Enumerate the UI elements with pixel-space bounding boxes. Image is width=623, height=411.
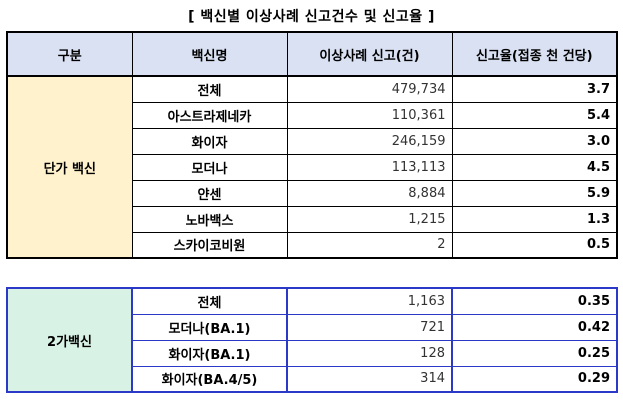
table-title: [ 백신별 이상사례 신고건수 및 신고율 ] [188, 9, 435, 25]
table-row: 2가백신 전체 1,163 0.35 [6, 287, 618, 393]
report-rate: 0.29 [451, 365, 618, 393]
report-count: 8,884 [286, 179, 453, 207]
table-row: 화이자(BA.4/5) 314 0.29 [7, 365, 618, 393]
report-rate: 3.0 [451, 127, 618, 155]
report-count: 110,361 [286, 101, 453, 129]
vaccine-name: 모더나 [131, 153, 288, 181]
report-rate: 0.42 [451, 313, 618, 341]
report-rate: 0.25 [451, 339, 618, 367]
report-rate: 5.9 [451, 179, 618, 207]
report-rate: 3.7 [451, 75, 618, 103]
report-count: 1,163 [286, 287, 453, 315]
report-count: 314 [286, 365, 453, 393]
column-header-vaccine: 백신명 [131, 31, 288, 77]
table-row: 얀센 8,884 5.9 [7, 179, 618, 207]
report-count: 1,215 [286, 205, 453, 233]
vaccine-name: 노바백스 [131, 205, 288, 233]
report-count: 721 [286, 313, 453, 341]
column-header-rate: 신고율(접종 천 건당) [451, 31, 618, 77]
report-count: 2 [286, 231, 453, 259]
report-count: 113,113 [286, 153, 453, 181]
report-rate: 0.5 [451, 231, 618, 259]
vaccine-name: 얀센 [131, 179, 288, 207]
bivalent-vaccine-table: 2가백신 전체 1,163 0.35 모더나(BA.1) 721 0.42 화이… [6, 287, 618, 393]
table-row: 아스트라제네카 110,361 5.4 [7, 101, 618, 129]
report-rate: 4.5 [451, 153, 618, 181]
report-count: 246,159 [286, 127, 453, 155]
monovalent-vaccine-table: 구분 백신명 이상사례 신고(건) 신고율(접종 천 건당) 단가 백신 전체 … [6, 31, 618, 259]
group-label: 단가 백신 [6, 75, 133, 259]
report-count: 128 [286, 339, 453, 367]
vaccine-name: 전체 [131, 287, 288, 315]
table-row: 스카이코비원 2 0.5 [7, 231, 618, 259]
vaccine-name: 아스트라제네카 [131, 101, 288, 129]
vaccine-name: 전체 [131, 75, 288, 103]
table-row: 모더나 113,113 4.5 [7, 153, 618, 181]
table-row: 단가 백신 전체 479,734 3.7 [6, 75, 618, 259]
column-header-category: 구분 [6, 31, 133, 77]
report-rate: 5.4 [451, 101, 618, 129]
report-rate: 0.35 [451, 287, 618, 315]
vaccine-name: 화이자 [131, 127, 288, 155]
column-header-reports: 이상사례 신고(건) [286, 31, 453, 77]
vaccine-name: 화이자(BA.1) [131, 339, 288, 367]
table-row: 화이자 246,159 3.0 [7, 127, 618, 155]
header-row: 구분 백신명 이상사례 신고(건) 신고율(접종 천 건당) [6, 31, 618, 77]
table-row: 노바백스 1,215 1.3 [7, 205, 618, 233]
report-count: 479,734 [286, 75, 453, 103]
group-label: 2가백신 [6, 287, 133, 393]
report-rate: 1.3 [451, 205, 618, 233]
vaccine-name: 화이자(BA.4/5) [131, 365, 288, 393]
vaccine-name: 스카이코비원 [131, 231, 288, 259]
vaccine-name: 모더나(BA.1) [131, 313, 288, 341]
